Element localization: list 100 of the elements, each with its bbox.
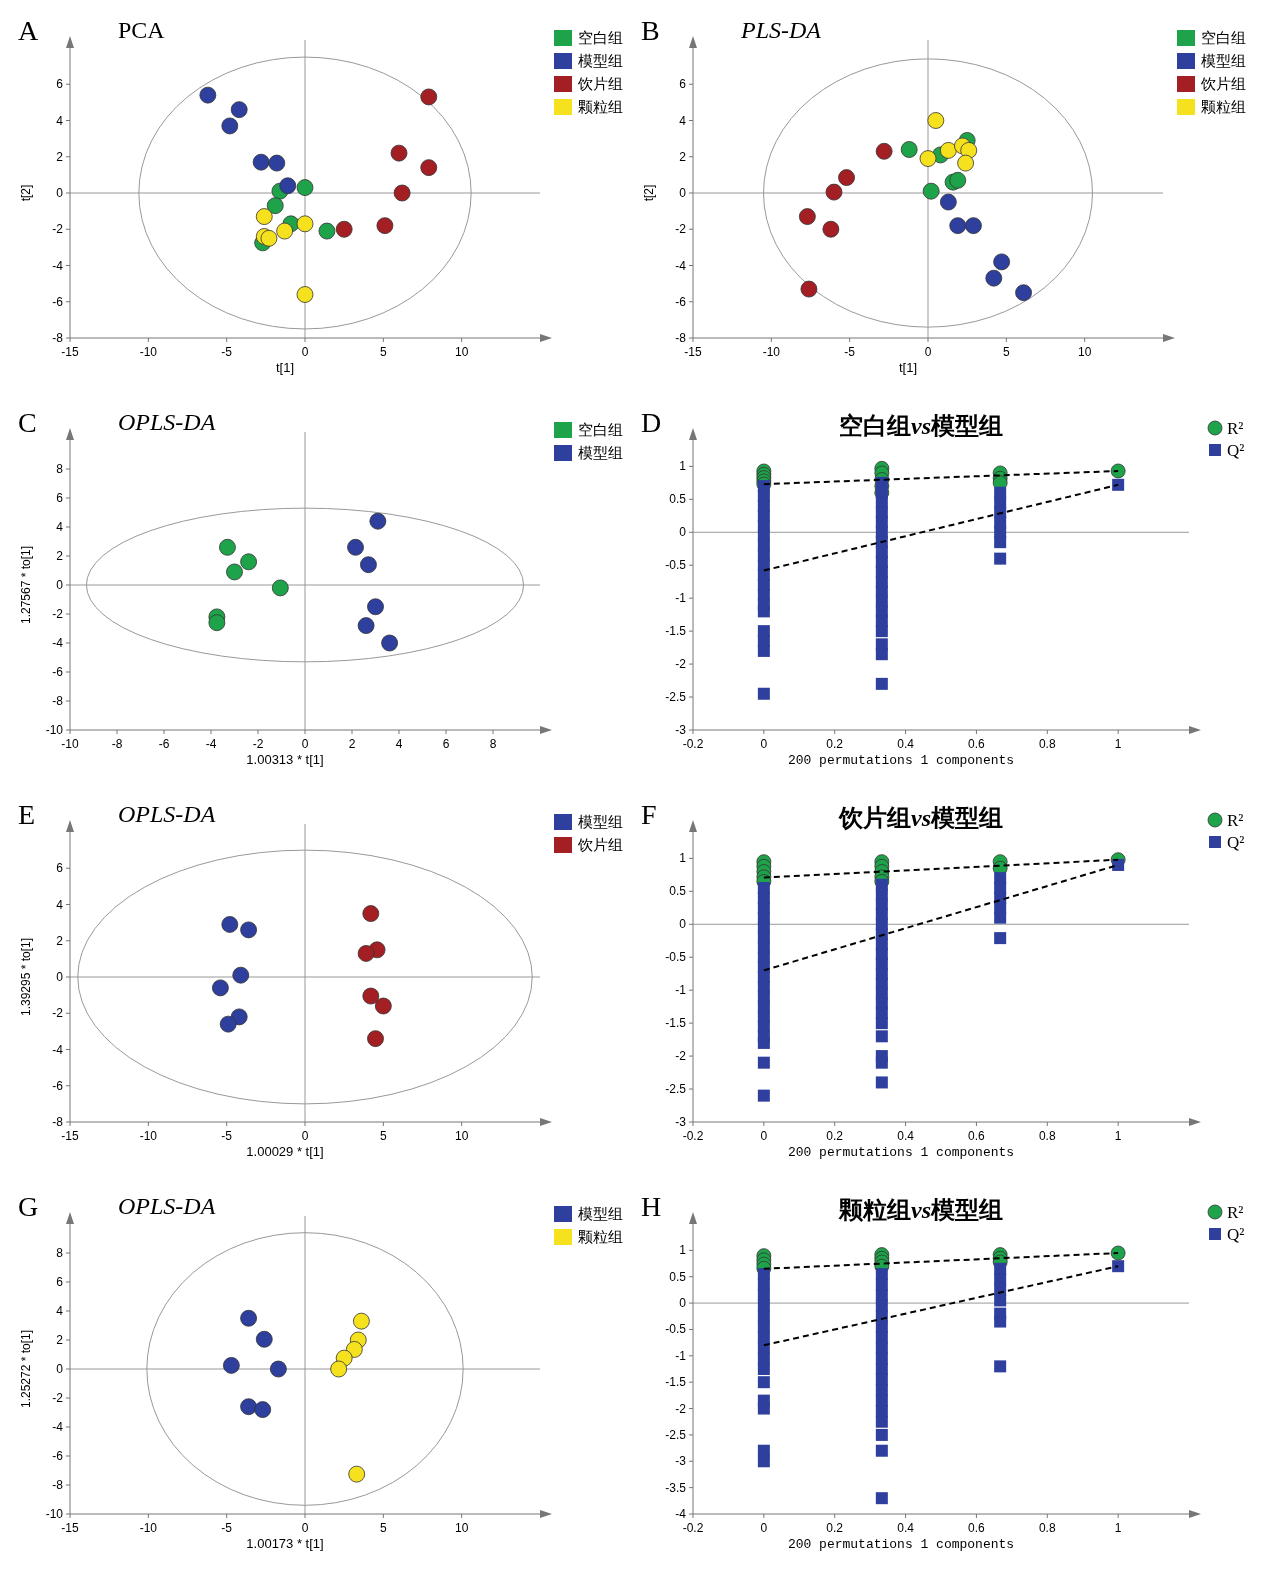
y-tick-label: -3 <box>675 1115 687 1129</box>
y-tick-label: -2 <box>675 657 687 672</box>
y-tick-label: -6 <box>675 294 687 309</box>
y-tick-label: 8 <box>56 1246 64 1260</box>
y-tick-label: -6 <box>52 1449 64 1463</box>
x-tick-label: 0.4 <box>897 1129 915 1143</box>
y-tick-label: -0.5 <box>665 1322 687 1337</box>
x-axis-title: 200 permutations 1 components <box>787 1537 1015 1552</box>
y-tick-label: 2 <box>56 1333 64 1347</box>
x-tick-label: 6 <box>442 737 450 751</box>
x-tick-label: 10 <box>454 345 469 359</box>
y-tick-label: -2 <box>675 1401 687 1416</box>
y-tick-label: -4 <box>52 636 64 650</box>
x-tick-label: -0.2 <box>682 737 704 751</box>
x-tick-label: 0.8 <box>1038 1129 1056 1143</box>
x-tick-label: 0.6 <box>968 1129 986 1143</box>
legend-label: 颗粒组 <box>578 1228 623 1245</box>
y-tick-label: -4 <box>675 258 687 273</box>
y-tick-label: -1 <box>675 591 687 606</box>
x-axis-title: 1.00029 * t[1] <box>246 1144 324 1159</box>
text: D <box>641 407 662 438</box>
x-tick-label: 0.6 <box>968 1521 986 1535</box>
y-tick-label: -4 <box>52 1042 64 1057</box>
chart-title: OPLS-DA <box>118 801 216 827</box>
x-tick-label: -15 <box>61 1521 79 1535</box>
y-tick-label: -4 <box>675 1507 687 1521</box>
y-tick-label: 1 <box>679 851 687 866</box>
y-tick-label: 4 <box>56 520 64 534</box>
y-tick-label: -1 <box>675 983 687 998</box>
y-axis-title: 1.25272 * to[1] <box>19 1329 33 1409</box>
y-tick-label: -8 <box>52 694 64 708</box>
x-tick-label: 1 <box>1114 1521 1122 1535</box>
x-tick-label: -5 <box>221 345 233 359</box>
x-tick-label: 5 <box>379 1521 387 1535</box>
y-tick-label: -6 <box>52 294 64 309</box>
y-tick-label: 2 <box>56 149 64 164</box>
x-tick-label: 0.4 <box>897 737 915 751</box>
x-tick-label: 0.8 <box>1038 737 1056 751</box>
y-tick-label: -2 <box>52 222 64 237</box>
y-tick-label: 6 <box>56 861 64 876</box>
y-tick-label: -2 <box>52 1391 64 1405</box>
legend-label: 饮片组 <box>577 75 623 92</box>
y-tick-label: -4 <box>52 258 64 273</box>
x-tick-label: 1 <box>1114 1129 1122 1143</box>
text: C <box>18 407 37 438</box>
y-tick-label: 0.5 <box>669 1269 687 1284</box>
y-tick-label: 1 <box>679 1243 687 1258</box>
legend-label: R² <box>1227 1203 1244 1222</box>
x-tick-label: -15 <box>684 345 702 359</box>
y-tick-label: 0 <box>679 917 687 932</box>
y-tick-label: 0 <box>56 578 64 592</box>
y-tick-label: -2 <box>52 607 64 621</box>
y-tick-label: -3 <box>675 1454 687 1469</box>
y-tick-label: -2.5 <box>665 1427 687 1442</box>
y-tick-label: 0 <box>56 1362 64 1376</box>
y-tick-label: -0.5 <box>665 558 687 573</box>
x-tick-label: -0.2 <box>682 1129 704 1143</box>
y-axis-title: 1.39295 * to[1] <box>19 937 33 1017</box>
x-tick-label: 8 <box>489 737 497 751</box>
x-tick-label: 0.2 <box>826 1521 844 1535</box>
legend-label: 饮片组 <box>577 836 623 853</box>
chart-title: OPLS-DA <box>118 1193 216 1219</box>
y-tick-label: 0 <box>679 525 687 540</box>
x-tick-label: 0 <box>301 1521 309 1535</box>
y-tick-label: -1.5 <box>665 1375 687 1390</box>
legend-label: 模型组 <box>578 52 623 69</box>
y-tick-label: -3 <box>675 723 687 737</box>
x-tick-label: 0.6 <box>968 737 986 751</box>
x-tick-label: 10 <box>1077 345 1092 359</box>
y-tick-label: 2 <box>56 549 64 563</box>
legend-label: 模型组 <box>1201 52 1246 69</box>
x-tick-label: -10 <box>762 345 781 359</box>
chart-title: 颗粒组vs模型组 <box>838 1197 1003 1223</box>
x-tick-label: -8 <box>111 737 123 751</box>
legend-label: 空白组 <box>1201 29 1246 46</box>
x-tick-label: 2 <box>348 737 356 751</box>
x-tick-label: 10 <box>454 1521 469 1535</box>
y-tick-label: -2 <box>52 1006 64 1021</box>
y-tick-label: 6 <box>56 77 64 92</box>
y-tick-label: -2.5 <box>665 690 687 705</box>
x-axis-title: 200 permutations 1 components <box>787 753 1015 768</box>
legend-label: Q² <box>1227 1225 1245 1244</box>
x-tick-label: 0 <box>760 737 768 751</box>
text: G <box>18 1191 39 1222</box>
x-tick-label: -6 <box>158 737 170 751</box>
chart-title: 空白组vs模型组 <box>839 413 1003 439</box>
y-tick-label: -10 <box>45 723 64 737</box>
y-tick-label: 4 <box>56 113 64 128</box>
y-tick-label: 6 <box>679 77 687 92</box>
x-tick-label: 4 <box>395 737 403 751</box>
x-tick-label: -10 <box>139 1129 158 1143</box>
legend-label: 空白组 <box>578 29 623 46</box>
x-tick-label: 0.2 <box>826 1129 844 1143</box>
y-tick-label: 6 <box>56 1275 64 1289</box>
text: B <box>641 15 660 46</box>
y-tick-label: -0.5 <box>665 950 687 965</box>
x-tick-label: 5 <box>1002 345 1010 359</box>
y-tick-label: -3.5 <box>665 1480 687 1495</box>
x-tick-label: 0 <box>301 1129 309 1143</box>
y-tick-label: 0 <box>56 186 64 200</box>
